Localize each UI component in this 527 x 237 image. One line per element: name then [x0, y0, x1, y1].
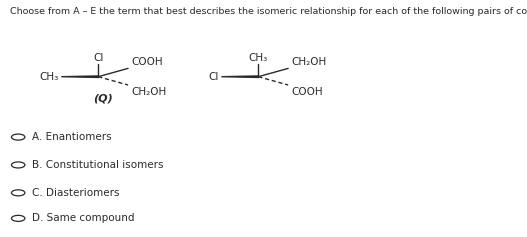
Text: CH₂OH: CH₂OH	[292, 57, 327, 67]
Text: Cl: Cl	[93, 53, 103, 63]
Text: A. Enantiomers: A. Enantiomers	[32, 132, 112, 142]
Text: B. Constitutional isomers: B. Constitutional isomers	[32, 160, 163, 170]
Text: CH₃: CH₃	[40, 72, 59, 82]
Polygon shape	[221, 76, 258, 77]
Text: CH₃: CH₃	[249, 53, 268, 63]
Text: Cl: Cl	[209, 72, 219, 82]
Text: C. Diasteriomers: C. Diasteriomers	[32, 188, 120, 198]
Text: COOH: COOH	[132, 57, 163, 67]
Text: CH₂OH: CH₂OH	[132, 87, 167, 97]
Text: COOH: COOH	[292, 87, 324, 97]
Polygon shape	[61, 76, 98, 77]
Text: D. Same compound: D. Same compound	[32, 213, 134, 223]
Text: (Q): (Q)	[93, 94, 113, 104]
Text: Choose from A – E the term that best describes the isomeric relationship for eac: Choose from A – E the term that best des…	[11, 7, 527, 16]
